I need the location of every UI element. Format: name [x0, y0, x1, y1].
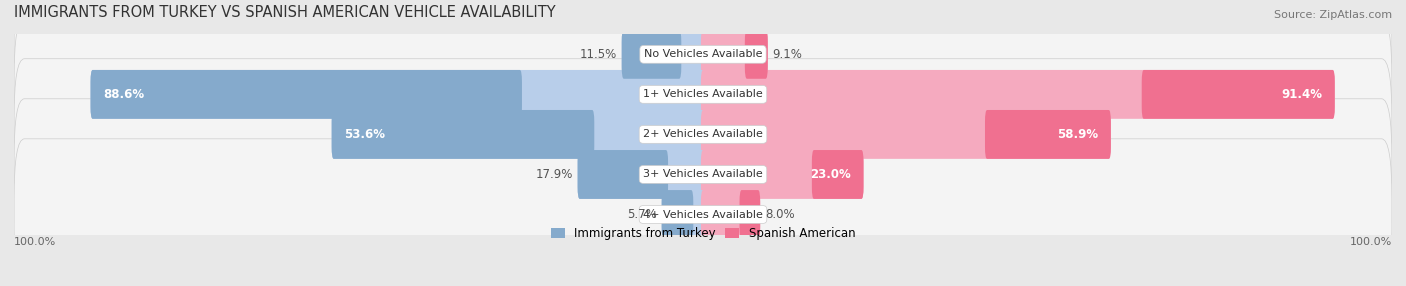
FancyBboxPatch shape	[621, 30, 704, 79]
FancyBboxPatch shape	[90, 70, 522, 119]
Text: Source: ZipAtlas.com: Source: ZipAtlas.com	[1274, 10, 1392, 20]
FancyBboxPatch shape	[14, 99, 1392, 250]
Text: 1+ Vehicles Available: 1+ Vehicles Available	[643, 90, 763, 99]
Text: 17.9%: 17.9%	[536, 168, 572, 181]
Text: 58.9%: 58.9%	[1057, 128, 1098, 141]
FancyBboxPatch shape	[578, 150, 668, 199]
FancyBboxPatch shape	[578, 150, 704, 199]
FancyBboxPatch shape	[662, 190, 693, 239]
FancyBboxPatch shape	[740, 190, 761, 239]
Text: 5.7%: 5.7%	[627, 208, 657, 221]
FancyBboxPatch shape	[745, 30, 768, 79]
FancyBboxPatch shape	[986, 110, 1111, 159]
FancyBboxPatch shape	[1142, 70, 1334, 119]
Text: 23.0%: 23.0%	[810, 168, 851, 181]
Text: 8.0%: 8.0%	[765, 208, 794, 221]
Text: No Vehicles Available: No Vehicles Available	[644, 49, 762, 59]
Text: 100.0%: 100.0%	[1350, 237, 1392, 247]
FancyBboxPatch shape	[332, 110, 704, 159]
Text: 53.6%: 53.6%	[344, 128, 385, 141]
Legend: Immigrants from Turkey, Spanish American: Immigrants from Turkey, Spanish American	[546, 222, 860, 245]
Text: 91.4%: 91.4%	[1281, 88, 1323, 101]
FancyBboxPatch shape	[702, 30, 768, 79]
FancyBboxPatch shape	[811, 150, 863, 199]
FancyBboxPatch shape	[702, 150, 863, 199]
FancyBboxPatch shape	[14, 59, 1392, 210]
Text: 9.1%: 9.1%	[772, 48, 803, 61]
Text: 3+ Vehicles Available: 3+ Vehicles Available	[643, 170, 763, 179]
FancyBboxPatch shape	[702, 190, 761, 239]
Text: 88.6%: 88.6%	[103, 88, 143, 101]
FancyBboxPatch shape	[14, 19, 1392, 170]
FancyBboxPatch shape	[14, 0, 1392, 130]
FancyBboxPatch shape	[702, 110, 1111, 159]
Text: 100.0%: 100.0%	[14, 237, 56, 247]
FancyBboxPatch shape	[621, 30, 682, 79]
FancyBboxPatch shape	[662, 190, 704, 239]
FancyBboxPatch shape	[702, 70, 1334, 119]
FancyBboxPatch shape	[14, 139, 1392, 286]
FancyBboxPatch shape	[90, 70, 704, 119]
Text: IMMIGRANTS FROM TURKEY VS SPANISH AMERICAN VEHICLE AVAILABILITY: IMMIGRANTS FROM TURKEY VS SPANISH AMERIC…	[14, 5, 555, 20]
Text: 2+ Vehicles Available: 2+ Vehicles Available	[643, 130, 763, 139]
Text: 4+ Vehicles Available: 4+ Vehicles Available	[643, 210, 763, 219]
FancyBboxPatch shape	[332, 110, 595, 159]
Text: 11.5%: 11.5%	[579, 48, 617, 61]
